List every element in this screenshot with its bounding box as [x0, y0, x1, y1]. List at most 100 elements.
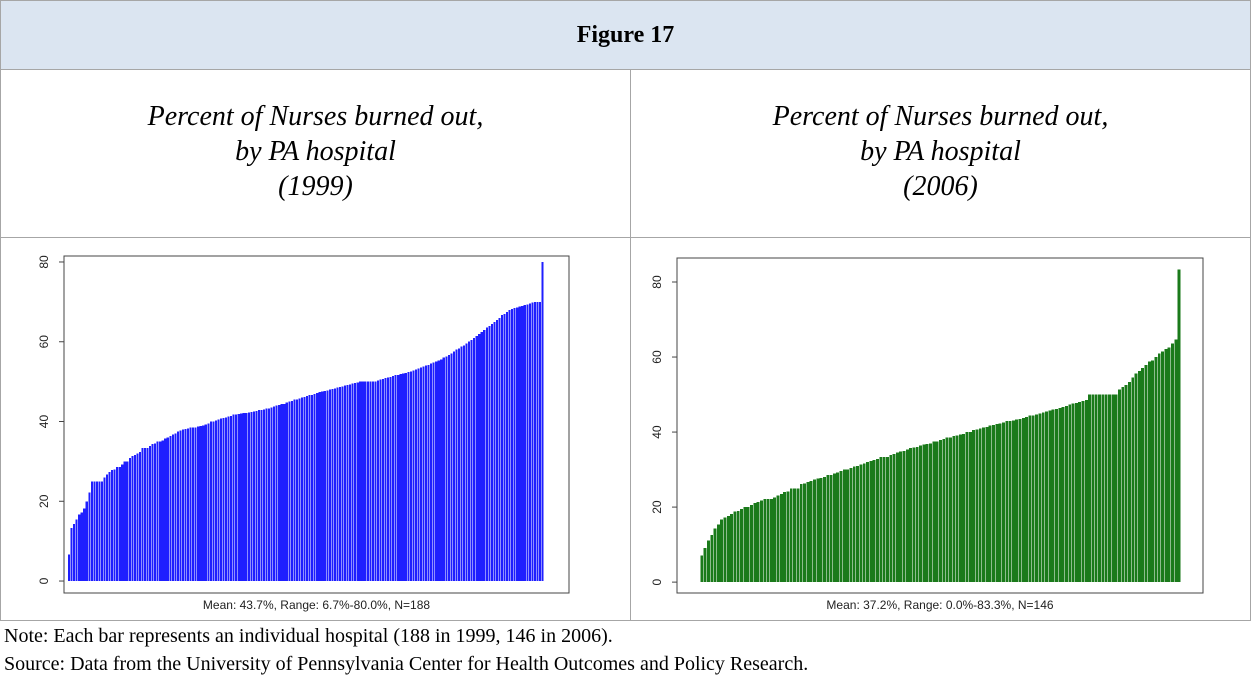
- bar: [169, 435, 172, 582]
- bar: [270, 407, 273, 582]
- x-axis-label: Mean: 43.7%, Range: 6.7%-80.0%, N=188: [203, 598, 430, 612]
- bar: [1104, 394, 1108, 583]
- bar: [475, 335, 478, 582]
- bar: [262, 409, 266, 582]
- bar: [116, 466, 119, 582]
- bar: [978, 428, 982, 583]
- bar: [232, 414, 235, 582]
- bar: [526, 304, 529, 582]
- bar: [336, 387, 339, 582]
- bar: [346, 385, 349, 582]
- bar: [716, 524, 720, 583]
- bar: [746, 507, 750, 583]
- bar: [902, 450, 906, 583]
- y-tick-label: 0: [37, 577, 51, 584]
- bar: [364, 381, 367, 582]
- bar: [488, 325, 491, 582]
- chart-cell: 0 20 40 60 80 Mean: 43.7%, Range: 6.7%-80.0%,…: [0, 237, 631, 621]
- bar: [899, 451, 903, 583]
- bar: [730, 513, 734, 583]
- bar: [356, 382, 359, 582]
- bar: [506, 311, 509, 582]
- bar: [483, 329, 486, 582]
- bar: [447, 354, 450, 582]
- bar: [318, 391, 321, 582]
- bar: [1068, 404, 1072, 583]
- bar: [399, 374, 402, 582]
- bar: [995, 424, 999, 583]
- bar: [146, 448, 149, 582]
- bar: [143, 448, 147, 582]
- bar: [123, 461, 126, 582]
- bar: [528, 303, 531, 582]
- bar: [387, 377, 390, 582]
- bar: [1114, 394, 1118, 583]
- bar: [988, 425, 992, 583]
- bar: [879, 457, 883, 583]
- bar: [1051, 409, 1055, 583]
- bar: [333, 388, 336, 582]
- bar: [822, 477, 826, 583]
- bar: [235, 414, 238, 582]
- bar: [895, 452, 899, 583]
- bar: [516, 307, 519, 582]
- bar: [300, 397, 304, 582]
- bar: [1031, 415, 1035, 583]
- bar: [1098, 394, 1102, 583]
- bar: [278, 405, 281, 582]
- bar: [826, 474, 830, 583]
- bar: [1061, 406, 1065, 583]
- bar: [1008, 421, 1012, 583]
- bar: [1094, 394, 1098, 583]
- bar: [490, 323, 493, 582]
- bar: [407, 372, 410, 582]
- bar: [756, 501, 760, 583]
- bar: [1025, 417, 1029, 583]
- bar: [473, 337, 476, 582]
- bar: [202, 425, 205, 582]
- bar: [703, 547, 707, 583]
- bar: [1174, 339, 1178, 583]
- y-tick-label: 60: [37, 335, 51, 349]
- bar: [343, 385, 347, 582]
- bar: [929, 443, 932, 583]
- bar: [1081, 400, 1085, 583]
- bar: [793, 488, 797, 583]
- bar: [1141, 367, 1145, 583]
- bar: [303, 396, 306, 582]
- bar: [958, 434, 962, 583]
- bar: [813, 479, 816, 583]
- bar: [133, 455, 136, 582]
- bar: [536, 301, 539, 582]
- bar: [384, 378, 387, 582]
- bar: [268, 408, 271, 582]
- bar: [242, 413, 245, 582]
- bar: [485, 327, 488, 582]
- bar: [192, 427, 195, 582]
- bar: [1058, 408, 1062, 583]
- bar: [113, 469, 116, 582]
- bar: [839, 471, 843, 583]
- bar: [465, 343, 468, 582]
- bar: [316, 393, 319, 582]
- bar: [257, 409, 261, 582]
- bar: [199, 425, 202, 582]
- bar: [128, 458, 131, 582]
- bar: [331, 389, 334, 582]
- bar: [1005, 421, 1009, 583]
- bar: [939, 439, 942, 583]
- bar: [1048, 410, 1052, 583]
- bar: [806, 481, 810, 583]
- bar: [105, 474, 109, 582]
- bar: [866, 462, 869, 583]
- bar: [952, 436, 956, 583]
- bar: [328, 389, 331, 582]
- bar: [219, 418, 223, 582]
- bar: [985, 426, 989, 583]
- bar: [706, 540, 710, 583]
- bar: [108, 472, 111, 582]
- bar: [816, 478, 820, 583]
- bar: [214, 420, 217, 582]
- bar: [948, 437, 952, 583]
- bar: [295, 399, 299, 582]
